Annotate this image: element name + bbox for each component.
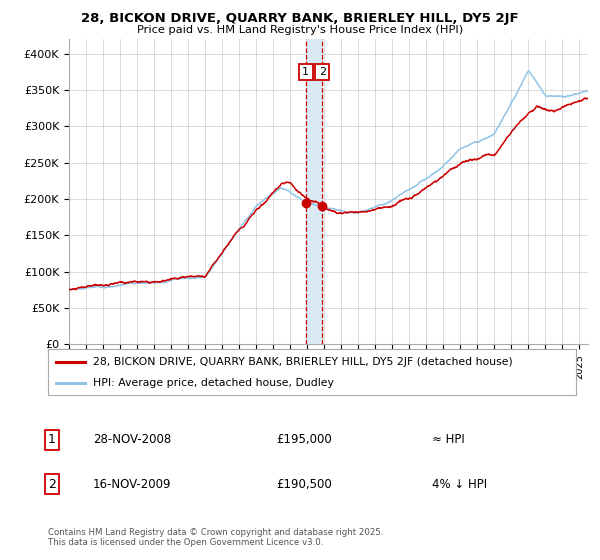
Text: ≈ HPI: ≈ HPI (432, 433, 465, 446)
Text: HPI: Average price, detached house, Dudley: HPI: Average price, detached house, Dudl… (93, 379, 334, 388)
Text: 4% ↓ HPI: 4% ↓ HPI (432, 478, 487, 491)
Text: £190,500: £190,500 (276, 478, 332, 491)
Text: 28-NOV-2008: 28-NOV-2008 (93, 433, 171, 446)
Text: £195,000: £195,000 (276, 433, 332, 446)
Text: 28, BICKON DRIVE, QUARRY BANK, BRIERLEY HILL, DY5 2JF (detached house): 28, BICKON DRIVE, QUARRY BANK, BRIERLEY … (93, 357, 512, 367)
Bar (305, 39, 322, 344)
Text: 2: 2 (48, 478, 56, 491)
Text: Price paid vs. HM Land Registry's House Price Index (HPI): Price paid vs. HM Land Registry's House … (137, 25, 463, 35)
Text: 28, BICKON DRIVE, QUARRY BANK, BRIERLEY HILL, DY5 2JF: 28, BICKON DRIVE, QUARRY BANK, BRIERLEY … (81, 12, 519, 25)
Text: 2: 2 (319, 67, 326, 77)
Text: 16-NOV-2009: 16-NOV-2009 (93, 478, 172, 491)
Text: 1: 1 (48, 433, 56, 446)
Text: Contains HM Land Registry data © Crown copyright and database right 2025.
This d: Contains HM Land Registry data © Crown c… (48, 528, 383, 547)
Text: 1: 1 (302, 67, 309, 77)
